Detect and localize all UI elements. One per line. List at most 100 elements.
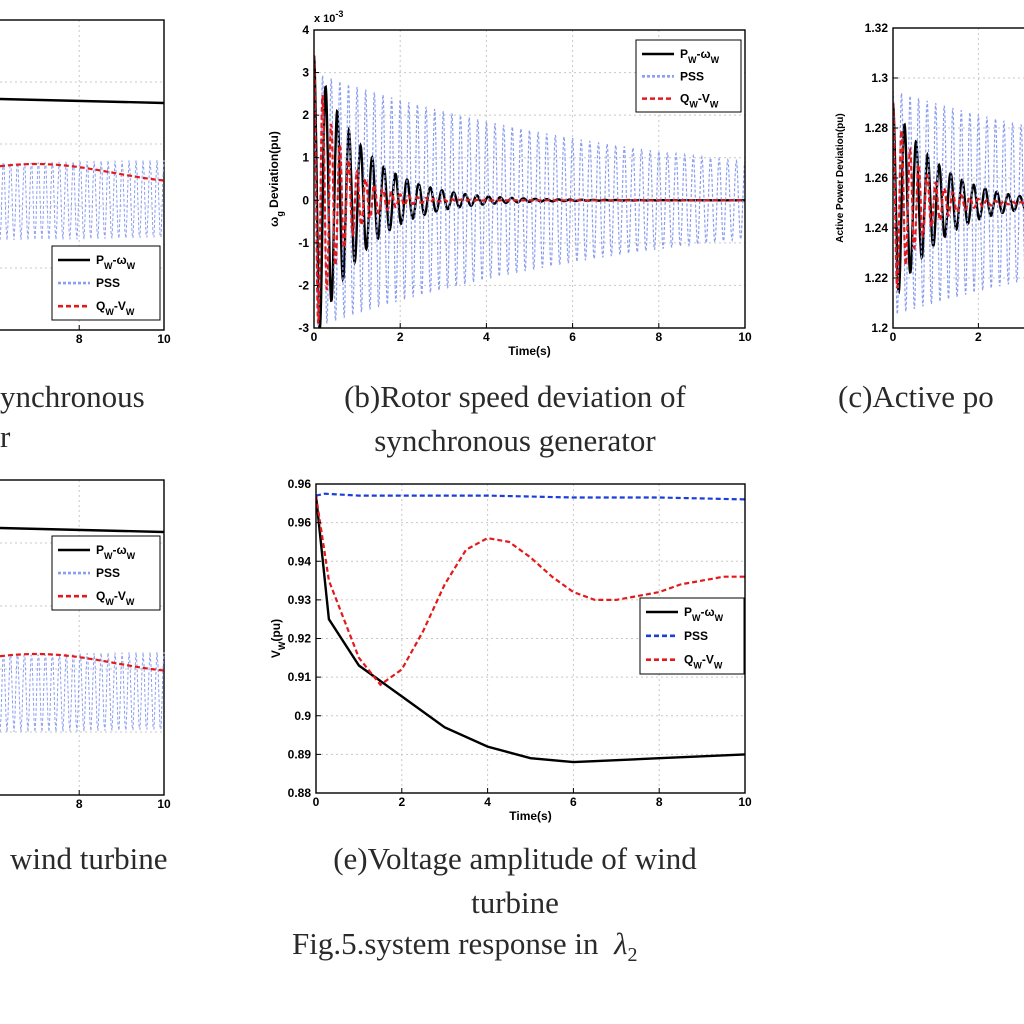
- legend-label: PW-ωW: [680, 47, 720, 65]
- series-line-pss: [0, 160, 165, 241]
- series-line-qwvw: [0, 162, 165, 182]
- caption-a-line2: r: [0, 418, 10, 456]
- series-group-c: [893, 90, 1024, 315]
- x-tick-label: 8: [656, 795, 663, 809]
- y-tick-label: 0.91: [288, 670, 312, 684]
- caption-d-line1: wind turbine: [10, 841, 168, 876]
- y-tick-label: 1.32: [865, 21, 889, 35]
- y-tick-label: 0.96: [288, 477, 312, 491]
- x-tick-label: 0: [313, 795, 320, 809]
- legend: PW-ωW PSS QW-VW: [639, 597, 745, 675]
- x-tick-label: 2: [397, 330, 404, 344]
- caption-e-line1: (e)Voltage amplitude of wind: [333, 841, 697, 876]
- chart-panel-b: 0 2 4 6 8 10 -3 -2 -1 0 1 2 3 4 Time(s) ωg Deviation(pu…: [267, 9, 752, 358]
- chart-panel-e: 0 2 4 6 8 10 0.88 0.89 0.9 0.91 0.92 0.93 0.94 0.96 0.…: [269, 477, 752, 823]
- lambda-subscript: 2: [627, 944, 638, 967]
- y-tick-label: 1: [302, 151, 309, 165]
- legend-box: [639, 597, 745, 675]
- series-group-b: [314, 55, 745, 328]
- x-tick-label: 0: [890, 330, 897, 344]
- y-tick-label: 0.9: [294, 709, 311, 723]
- x-tick-label: 8: [655, 330, 662, 344]
- axes-frame: [0, 479, 165, 796]
- legend-label: PSS: [684, 629, 708, 643]
- legend-label: PW-ωW: [684, 605, 724, 623]
- series-line-pss: [314, 72, 745, 327]
- x-tick-label: 10: [738, 795, 752, 809]
- legend-label: QW-VW: [680, 92, 719, 110]
- y-tick-label: 0.89: [288, 747, 312, 761]
- axes-frame: [313, 29, 746, 329]
- cropped-traces-a: [0, 97, 165, 241]
- x-tick-label: 6: [570, 795, 577, 809]
- figure-title-text: Fig.5.system response in: [292, 926, 599, 961]
- series-group-e: [316, 492, 745, 764]
- series-line-pss: [0, 652, 165, 733]
- chart-panel-d: 8 10 PW-ωW PSS QW-VW: [0, 479, 171, 811]
- chart-panel-c: 0 2 1.2 1.22 1.24 1.26 1.28 1.3 1.32 Active Power…: [835, 21, 1024, 344]
- y-tick-label: 0.96: [288, 516, 312, 530]
- y-tick-label: -1: [298, 236, 309, 250]
- y-tick-label: 1.24: [865, 221, 889, 235]
- axes-frame: [0, 19, 165, 331]
- x-tick-label: 6: [569, 330, 576, 344]
- x-tick-label: 10: [738, 330, 752, 344]
- caption-e2-text: turbine: [471, 885, 559, 920]
- caption-d: wind turbine: [10, 840, 168, 878]
- y-tick-label: 3: [302, 66, 309, 80]
- x-tick-label: 4: [484, 795, 491, 809]
- x-tick-label: 0: [311, 330, 318, 344]
- series-line-pww: [893, 102, 1024, 295]
- series-line-qwvw: [314, 55, 745, 324]
- series-line-qwvw: [0, 652, 165, 672]
- x-tick-label: 10: [157, 332, 171, 346]
- y-tick-label: 0: [302, 193, 309, 207]
- caption-e-line2: turbine: [270, 884, 760, 922]
- x-tick-label: 8: [76, 332, 83, 346]
- x-tick-label: 2: [975, 330, 982, 344]
- y-tick-label: 4: [302, 23, 309, 37]
- legend-label: PSS: [680, 69, 704, 83]
- legend: PW-ωW PSS QW-VW: [51, 245, 161, 321]
- chart-panel-a: 8 10 PW-ωW PSS QW-VW: [0, 19, 171, 346]
- lambda-symbol: λ: [614, 926, 628, 961]
- legend: PW-ωW PSS QW-VW: [635, 39, 742, 113]
- series-line-pwww: [0, 526, 165, 534]
- x-axis-label: Time(s): [508, 344, 550, 358]
- caption-a2-text: r: [0, 419, 11, 454]
- caption-a-line1: ynchronous: [0, 379, 145, 414]
- series-line-pwww: [0, 97, 165, 105]
- y-tick-label: 1.3: [871, 71, 888, 85]
- caption-b: (b)Rotor speed deviation of: [300, 378, 730, 416]
- exponent-label: x 10-3: [314, 9, 343, 25]
- caption-c: (c)Active po: [838, 378, 994, 416]
- y-tick-label: 2: [302, 108, 309, 122]
- series-line-pss: [316, 492, 745, 501]
- legend-label: PW-ωW: [96, 253, 136, 271]
- y-axis-label: VW(pu): [269, 619, 287, 658]
- y-tick-label: 0.94: [288, 554, 312, 568]
- y-tick-label: 1.28: [865, 121, 889, 135]
- legend-label: PW-ωW: [96, 543, 136, 561]
- x-axis-label: Time(s): [509, 809, 551, 823]
- legend-label: QW-VW: [96, 589, 135, 607]
- legend-label: PSS: [96, 566, 120, 580]
- y-tick-label: 1.22: [865, 271, 889, 285]
- series-line-pww: [316, 495, 745, 764]
- x-tick-label: 8: [76, 797, 83, 811]
- x-tick-label: 4: [483, 330, 490, 344]
- caption-e: (e)Voltage amplitude of wind: [270, 840, 760, 878]
- y-tick-label: 1.2: [871, 321, 888, 335]
- caption-a: ynchronous: [0, 378, 145, 416]
- y-tick-label: 0.88: [288, 786, 312, 800]
- series-line-pss: [893, 90, 1024, 315]
- caption-c-line1: (c)Active po: [838, 379, 994, 414]
- legend: PW-ωW PSS QW-VW: [51, 535, 161, 611]
- x-tick-label: 10: [157, 797, 171, 811]
- legend-label: QW-VW: [96, 299, 135, 317]
- series-line-qwvw: [316, 495, 745, 687]
- caption-b-line1: (b)Rotor speed deviation of: [344, 379, 686, 414]
- y-tick-label: 0.93: [288, 593, 312, 607]
- cropped-traces-d: [0, 526, 165, 733]
